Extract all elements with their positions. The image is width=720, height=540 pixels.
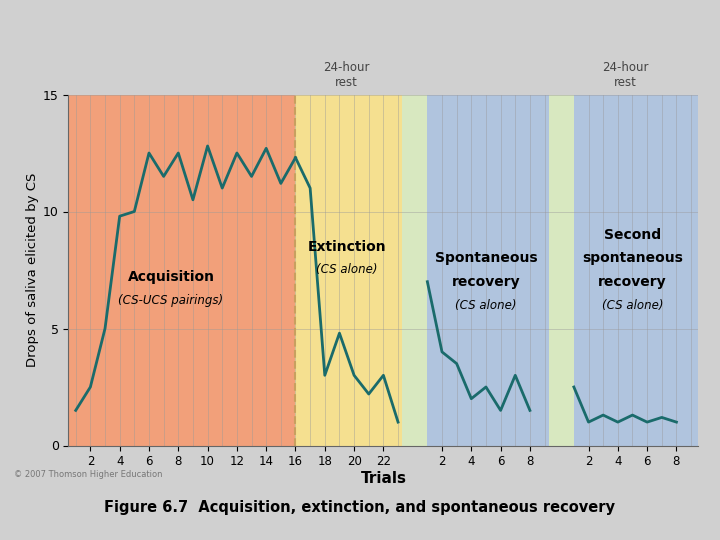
Text: Figure 6.7  Acquisition, extinction, and spontaneous recovery: Figure 6.7 Acquisition, extinction, and … xyxy=(104,500,616,515)
Text: (CS-UCS pairings): (CS-UCS pairings) xyxy=(118,294,223,307)
Text: 24-hour
rest: 24-hour rest xyxy=(602,61,649,89)
Bar xyxy=(68,94,295,445)
Text: Second: Second xyxy=(604,228,661,242)
Text: recovery: recovery xyxy=(598,275,667,289)
Bar xyxy=(402,94,428,445)
Bar xyxy=(295,94,402,445)
Text: (CS alone): (CS alone) xyxy=(316,264,377,276)
Text: recovery: recovery xyxy=(451,275,521,289)
Text: Extinction: Extinction xyxy=(307,240,386,254)
Bar xyxy=(428,94,549,445)
Y-axis label: Drops of saliva elicited by CS: Drops of saliva elicited by CS xyxy=(26,173,39,367)
Text: Spontaneous: Spontaneous xyxy=(435,251,537,265)
Bar xyxy=(549,94,574,445)
X-axis label: Trials: Trials xyxy=(361,471,406,486)
Text: 24-hour
rest: 24-hour rest xyxy=(323,61,370,89)
Text: spontaneous: spontaneous xyxy=(582,251,683,265)
Text: © 2007 Thomson Higher Education: © 2007 Thomson Higher Education xyxy=(14,470,163,479)
Text: Acquisition: Acquisition xyxy=(127,270,215,284)
Bar xyxy=(574,94,698,445)
Text: (CS alone): (CS alone) xyxy=(455,299,517,312)
Text: (CS alone): (CS alone) xyxy=(602,299,663,312)
